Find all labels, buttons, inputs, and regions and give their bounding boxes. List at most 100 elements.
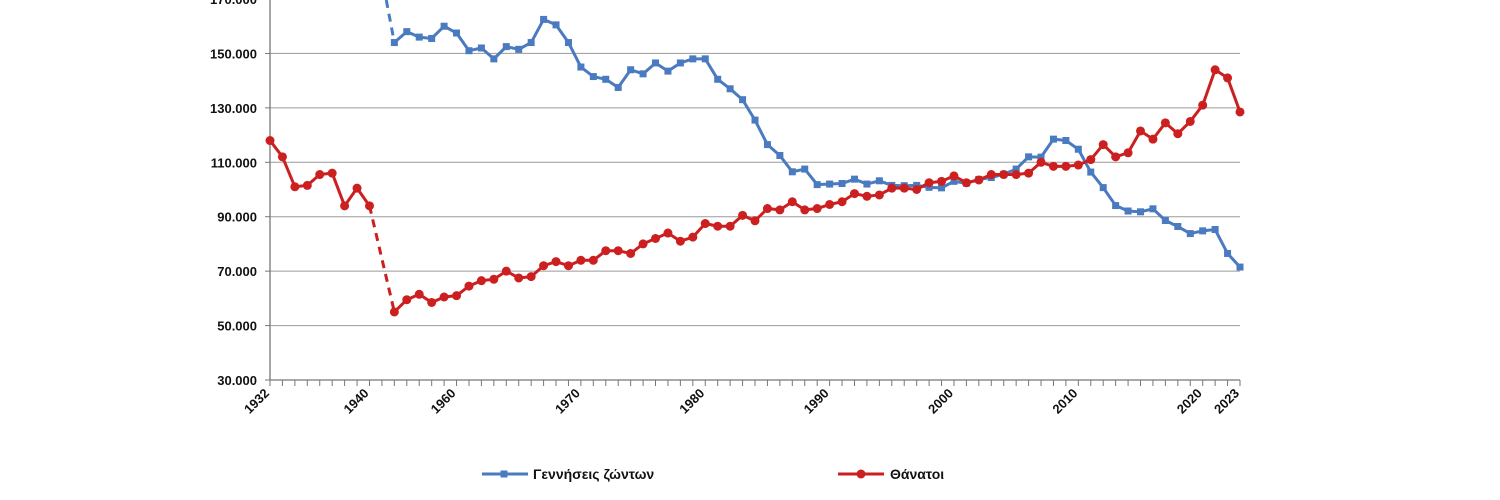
data-point [1062, 137, 1070, 145]
data-point [652, 59, 660, 67]
legend-label-births: Γεννήσεις ζώντων [533, 466, 654, 482]
data-point [1037, 153, 1045, 161]
data-point [800, 205, 810, 215]
data-point [1149, 205, 1157, 213]
data-point [327, 168, 337, 178]
data-point [938, 184, 946, 192]
data-point [1235, 107, 1245, 117]
data-point [700, 219, 710, 229]
data-point [863, 180, 871, 188]
data-point [564, 39, 572, 47]
data-point [515, 45, 523, 53]
data-point [725, 221, 735, 231]
data-point [626, 248, 636, 258]
data-point [464, 281, 474, 291]
x-tick-label: 1970 [552, 386, 583, 417]
data-point [899, 183, 909, 193]
data-point [751, 116, 759, 124]
data-point [340, 201, 350, 211]
y-tick-label: 110.000 [211, 155, 257, 170]
data-point [265, 136, 275, 146]
series-group [265, 0, 1245, 317]
x-tick-label: 1960 [428, 386, 459, 417]
y-tick-label: 150.000 [210, 46, 257, 61]
y-tick-label: 90.000 [217, 210, 257, 225]
data-point [838, 180, 846, 188]
data-point [1086, 155, 1096, 165]
x-tick-label: 1990 [801, 386, 832, 417]
data-point [501, 266, 511, 276]
data-point [1236, 263, 1244, 271]
data-point [788, 168, 796, 176]
y-tick-label: 170.000 [210, 0, 257, 7]
data-point [577, 63, 585, 71]
data-point [912, 185, 922, 194]
data-point [676, 59, 684, 67]
y-tick-label: 50.000 [217, 319, 257, 334]
data-point [837, 197, 847, 207]
data-point [1160, 118, 1170, 128]
data-point [601, 246, 611, 256]
data-point [614, 83, 622, 91]
data-point [739, 96, 747, 104]
data-point [627, 66, 635, 74]
data-point [414, 289, 424, 299]
data-point [874, 190, 884, 200]
x-tick-label: 2010 [1049, 386, 1080, 417]
data-point [563, 261, 573, 271]
data-point [428, 34, 436, 42]
data-point [539, 261, 549, 271]
series-deaths [265, 65, 1245, 317]
data-point [1198, 100, 1208, 110]
series-line [393, 17, 1242, 269]
data-point [675, 236, 685, 246]
data-point [801, 165, 809, 173]
x-tick-label: 1980 [676, 386, 707, 417]
data-point [738, 210, 748, 220]
data-point [589, 73, 597, 81]
x-tick-label: 2000 [925, 386, 956, 417]
data-point [439, 292, 449, 302]
legend-swatch-births-marker [500, 470, 508, 478]
data-point [1224, 249, 1232, 257]
data-point [961, 178, 971, 188]
data-point [1173, 129, 1183, 139]
data-point [826, 180, 834, 188]
data-point [1186, 230, 1194, 238]
x-tick-label: 1932 [241, 386, 272, 417]
data-point [403, 28, 411, 36]
data-point [1211, 226, 1219, 234]
data-point [750, 216, 760, 226]
data-point [277, 152, 287, 162]
data-point [452, 291, 462, 301]
data-point [1073, 160, 1083, 170]
data-point [402, 295, 412, 305]
data-point [850, 175, 858, 183]
legend-swatch-deaths-marker [856, 469, 866, 479]
data-point [302, 180, 312, 190]
y-axis: 30.000 50.000 70.000 90.000 110.000 130.000 15… [210, 0, 271, 388]
data-point [1124, 207, 1132, 215]
x-tick-label: 2023 [1211, 386, 1242, 417]
data-point [762, 204, 772, 214]
x-axis: 1932 1940 1960 1970 1980 1990 2000 2010 2020 2023 [241, 379, 1242, 417]
x-tick-label: 1940 [341, 386, 372, 417]
data-point [1112, 202, 1120, 210]
data-point [726, 85, 734, 93]
data-point [1024, 168, 1034, 178]
data-point [364, 201, 374, 211]
data-point [1011, 170, 1021, 180]
data-point [1111, 152, 1121, 162]
x-tick-label: 2020 [1174, 386, 1205, 417]
legend-label-deaths: Θάνατοι [890, 466, 944, 482]
data-point [390, 39, 398, 47]
data-point [290, 182, 300, 192]
data-point [1012, 165, 1020, 173]
data-point [315, 170, 325, 180]
data-point [490, 55, 498, 63]
data-point [813, 181, 821, 189]
data-point [588, 255, 598, 265]
data-point [950, 177, 958, 185]
data-point [1185, 116, 1195, 126]
data-point [540, 15, 548, 23]
